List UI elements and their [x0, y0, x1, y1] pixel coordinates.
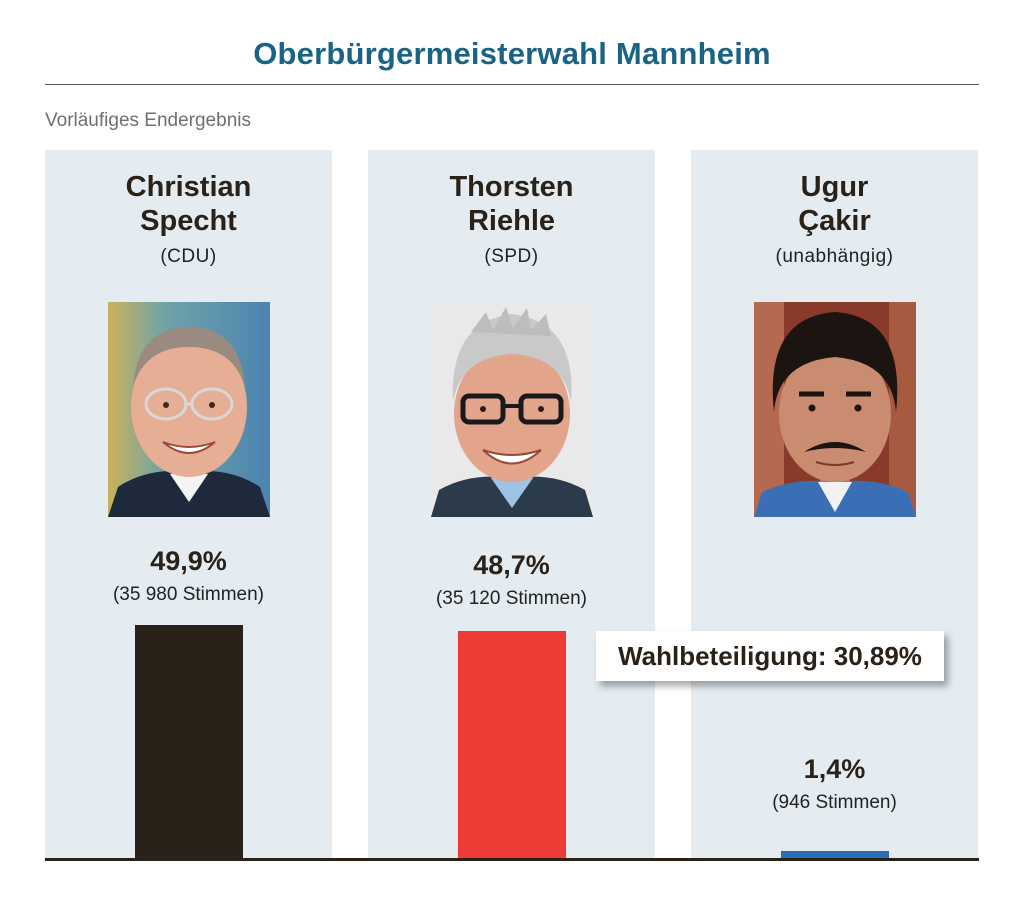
candidate-party: (unabhängig): [775, 246, 894, 267]
candidate-name: Thorsten Riehle: [368, 170, 655, 238]
candidate-first-name: Thorsten: [449, 171, 574, 203]
candidate-first-name: Ugur: [800, 171, 869, 203]
percent-label: 49,9%: [150, 546, 227, 576]
candidate-name: Ugur Çakir: [691, 170, 978, 238]
votes-label: (35 120 Stimmen): [435, 588, 587, 609]
candidate-panel-specht: Christian Specht (CDU) 4: [45, 150, 332, 860]
percent-label: 48,7%: [473, 550, 550, 580]
candidate-party: (CDU): [160, 246, 217, 267]
candidate-first-name: Christian: [125, 171, 252, 203]
candidate-panel-cakir: Ugur Çakir (unabhängig) 1,4% (946 Stimme…: [691, 150, 978, 860]
candidate-last-name: Specht: [140, 205, 237, 237]
bar-riehle: [458, 631, 566, 858]
votes-label: (35 980 Stimmen): [112, 584, 264, 605]
candidate-photo-cakir: [754, 302, 916, 517]
candidate-photo-specht: [108, 302, 270, 517]
turnout-annotation: Wahlbeteiligung: 30,89%: [596, 631, 944, 681]
candidate-party: (SPD): [484, 246, 539, 267]
title-rule: [45, 84, 979, 85]
chart-subtitle: Vorläufiges Endergebnis: [45, 110, 251, 131]
candidate-last-name: Riehle: [467, 205, 556, 237]
candidate-name: Christian Specht: [45, 170, 332, 238]
bar-cakir: [781, 851, 889, 858]
candidate-panel-riehle: Thorsten Riehle (SPD) 48,7% (35 120 Stim…: [368, 150, 655, 860]
bar-specht: [135, 625, 243, 858]
chart-title: Oberbürgermeisterwahl Mannheim: [253, 36, 771, 71]
votes-label: (946 Stimmen): [772, 792, 897, 813]
candidate-last-name: Çakir: [798, 205, 871, 237]
candidate-photo-riehle: [431, 302, 593, 517]
percent-label: 1,4%: [803, 754, 866, 784]
baseline: [45, 858, 979, 861]
